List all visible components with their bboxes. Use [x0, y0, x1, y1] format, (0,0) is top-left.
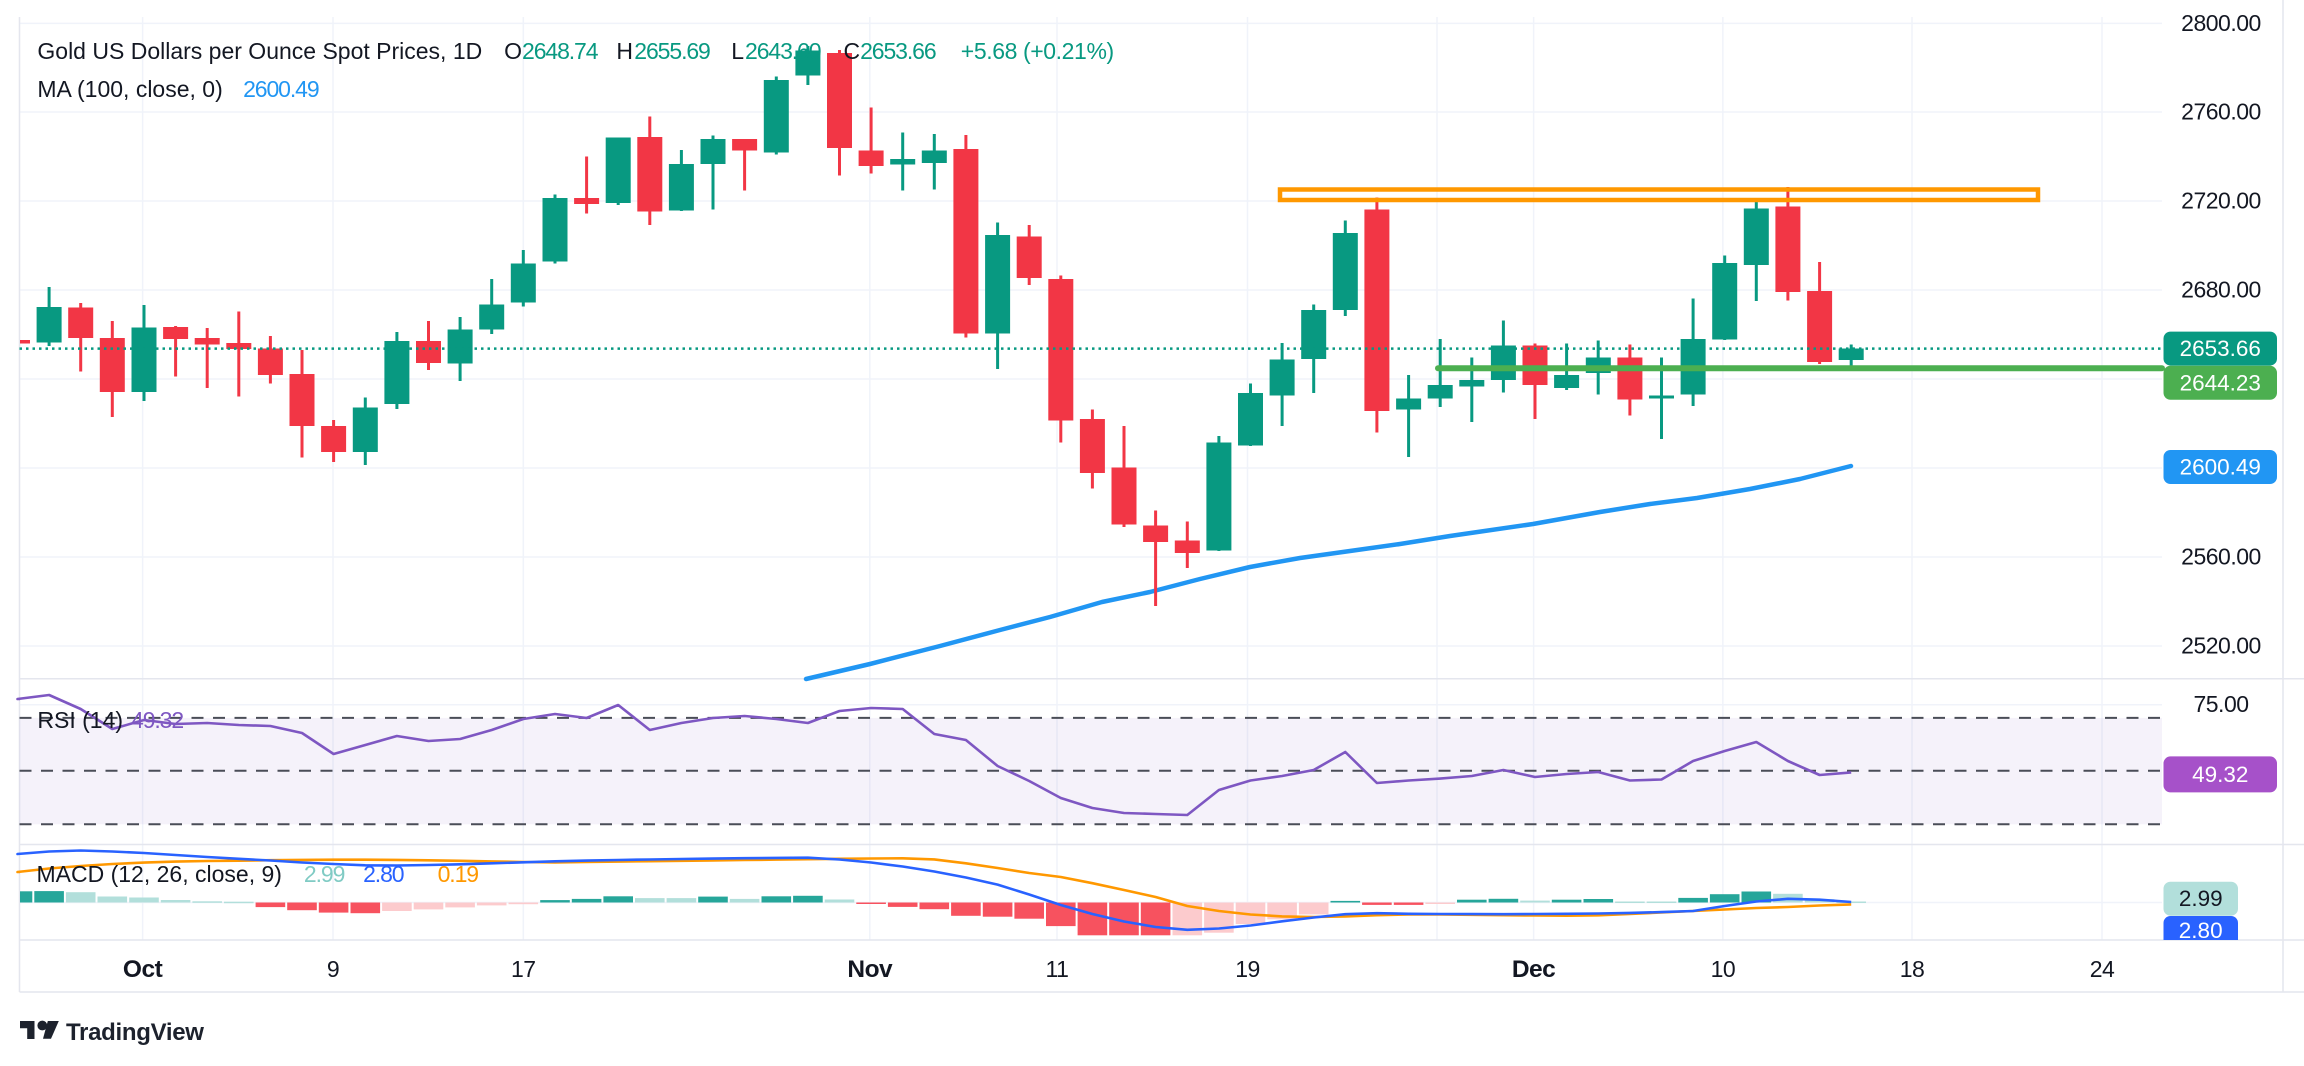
svg-text:H: H — [616, 38, 633, 64]
svg-text:Dec: Dec — [1512, 956, 1555, 983]
svg-text:+5.68 (+0.21%): +5.68 (+0.21%) — [961, 38, 1114, 64]
svg-text:2760.00: 2760.00 — [2181, 99, 2261, 125]
svg-text:TradingView: TradingView — [66, 1019, 204, 1046]
svg-text:L: L — [731, 38, 744, 64]
svg-text:75.00: 75.00 — [2193, 691, 2248, 717]
svg-text:Gold US Dollars per Ounce Spot: Gold US Dollars per Ounce Spot Prices, 1… — [37, 38, 482, 64]
svg-text:24: 24 — [2090, 956, 2115, 982]
svg-text:2644.23: 2644.23 — [2180, 370, 2261, 395]
svg-text:Oct: Oct — [123, 956, 163, 983]
svg-text:49.32: 49.32 — [2192, 762, 2248, 787]
svg-text:2.80: 2.80 — [2179, 918, 2223, 943]
svg-text:2720.00: 2720.00 — [2181, 188, 2261, 214]
svg-text:MA (100, close, 0): MA (100, close, 0) — [37, 76, 222, 102]
svg-text:2655.69: 2655.69 — [634, 38, 710, 64]
svg-text:Nov: Nov — [847, 956, 893, 983]
svg-text:2520.00: 2520.00 — [2181, 633, 2261, 659]
svg-text:11: 11 — [1046, 956, 1069, 982]
svg-text:10: 10 — [1711, 956, 1736, 982]
svg-text:MACD (12, 26, close, 9): MACD (12, 26, close, 9) — [37, 861, 282, 887]
svg-text:2800.00: 2800.00 — [2181, 10, 2261, 36]
svg-text:2680.00: 2680.00 — [2181, 277, 2261, 303]
svg-text:2600.49: 2600.49 — [243, 76, 319, 102]
svg-text:RSI (14): RSI (14) — [37, 707, 123, 733]
svg-text:17: 17 — [511, 956, 536, 982]
svg-text:9: 9 — [327, 956, 339, 982]
svg-text:O: O — [504, 38, 522, 64]
svg-text:19: 19 — [1235, 956, 1260, 982]
svg-text:49.32: 49.32 — [131, 707, 183, 733]
svg-text:2.80: 2.80 — [363, 861, 404, 887]
svg-text:2653.66: 2653.66 — [860, 38, 936, 64]
svg-text:2.99: 2.99 — [2179, 886, 2223, 911]
svg-text:2653.66: 2653.66 — [2180, 336, 2261, 361]
svg-text:0.19: 0.19 — [438, 861, 479, 887]
svg-text:C: C — [844, 38, 861, 64]
svg-text:18: 18 — [1900, 956, 1925, 982]
svg-text:2648.74: 2648.74 — [522, 38, 599, 64]
svg-text:2560.00: 2560.00 — [2181, 544, 2261, 570]
svg-text:2643.60: 2643.60 — [745, 38, 821, 64]
svg-text:2600.49: 2600.49 — [2180, 455, 2261, 480]
svg-text:2.99: 2.99 — [304, 861, 345, 887]
